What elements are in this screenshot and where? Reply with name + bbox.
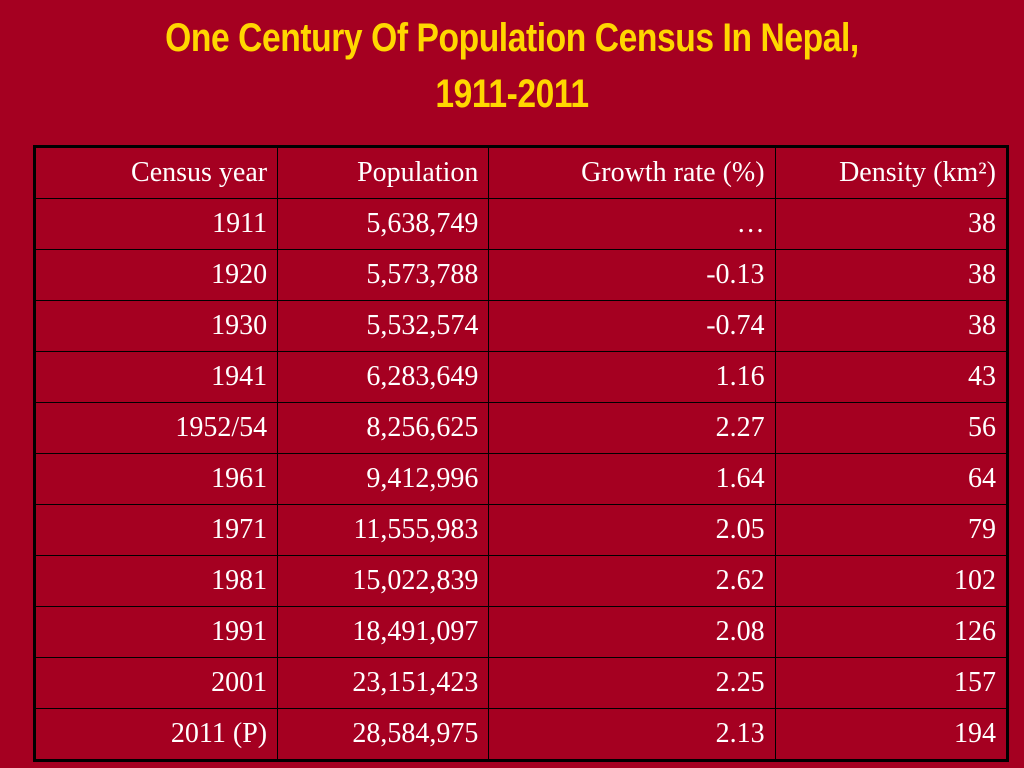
cell-density: 64 xyxy=(774,453,1009,505)
cell-population: 5,638,749 xyxy=(277,198,490,250)
cell-census-year: 1952/54 xyxy=(33,402,279,454)
header-census-year: Census year xyxy=(33,146,279,199)
cell-population: 11,555,983 xyxy=(277,504,490,556)
cell-growth-rate: 2.13 xyxy=(488,708,776,761)
cell-density: 38 xyxy=(774,198,1009,250)
cell-population: 5,573,788 xyxy=(277,249,490,301)
census-table: Census year Population Growth rate (%) D… xyxy=(33,145,1009,762)
cell-density: 79 xyxy=(774,504,1009,556)
cell-census-year: 1911 xyxy=(33,198,279,250)
cell-population: 5,532,574 xyxy=(277,300,490,352)
cell-growth-rate: 2.08 xyxy=(488,606,776,658)
table-row: 1952/54 8,256,625 2.27 56 xyxy=(33,402,1009,454)
cell-density: 102 xyxy=(774,555,1009,607)
header-density: Density (km²) xyxy=(774,146,1009,199)
table-row: 2001 23,151,423 2.25 157 xyxy=(33,657,1009,709)
cell-population: 28,584,975 xyxy=(277,708,490,761)
cell-growth-rate: -0.13 xyxy=(488,249,776,301)
cell-census-year: 2001 xyxy=(33,657,279,709)
cell-census-year: 1971 xyxy=(33,504,279,556)
cell-density: 38 xyxy=(774,300,1009,352)
slide-title: One Century Of Population Census In Nepa… xyxy=(82,10,942,122)
cell-growth-rate: 2.05 xyxy=(488,504,776,556)
cell-density: 126 xyxy=(774,606,1009,658)
table-row: 1981 15,022,839 2.62 102 xyxy=(33,555,1009,607)
table-row: 1911 5,638,749 … 38 xyxy=(33,198,1009,250)
cell-census-year: 1961 xyxy=(33,453,279,505)
cell-census-year: 1930 xyxy=(33,300,279,352)
table-row: 1991 18,491,097 2.08 126 xyxy=(33,606,1009,658)
cell-population: 8,256,625 xyxy=(277,402,490,454)
header-growth-rate: Growth rate (%) xyxy=(488,146,776,199)
cell-population: 15,022,839 xyxy=(277,555,490,607)
table-row: 1971 11,555,983 2.05 79 xyxy=(33,504,1009,556)
cell-density: 157 xyxy=(774,657,1009,709)
cell-growth-rate: -0.74 xyxy=(488,300,776,352)
table-row: 1930 5,532,574 -0.74 38 xyxy=(33,300,1009,352)
cell-density: 38 xyxy=(774,249,1009,301)
cell-density: 194 xyxy=(774,708,1009,761)
header-population: Population xyxy=(277,146,490,199)
table-row: 1920 5,573,788 -0.13 38 xyxy=(33,249,1009,301)
cell-growth-rate: 2.27 xyxy=(488,402,776,454)
cell-census-year: 2011 (P) xyxy=(33,708,279,761)
table-row: 1961 9,412,996 1.64 64 xyxy=(33,453,1009,505)
cell-growth-rate: 2.62 xyxy=(488,555,776,607)
cell-population: 6,283,649 xyxy=(277,351,490,403)
cell-population: 18,491,097 xyxy=(277,606,490,658)
cell-density: 43 xyxy=(774,351,1009,403)
cell-growth-rate: 1.16 xyxy=(488,351,776,403)
title-line-1: One Century Of Population Census In Nepa… xyxy=(165,16,859,60)
cell-census-year: 1920 xyxy=(33,249,279,301)
cell-density: 56 xyxy=(774,402,1009,454)
title-line-2: 1911-2011 xyxy=(435,72,589,116)
table-row: 2011 (P) 28,584,975 2.13 194 xyxy=(33,708,1009,761)
cell-census-year: 1991 xyxy=(33,606,279,658)
cell-census-year: 1941 xyxy=(33,351,279,403)
table-header-row: Census year Population Growth rate (%) D… xyxy=(33,146,1009,199)
cell-growth-rate: … xyxy=(488,198,776,250)
cell-census-year: 1981 xyxy=(33,555,279,607)
cell-growth-rate: 2.25 xyxy=(488,657,776,709)
table-row: 1941 6,283,649 1.16 43 xyxy=(33,351,1009,403)
cell-growth-rate: 1.64 xyxy=(488,453,776,505)
cell-population: 9,412,996 xyxy=(277,453,490,505)
cell-population: 23,151,423 xyxy=(277,657,490,709)
